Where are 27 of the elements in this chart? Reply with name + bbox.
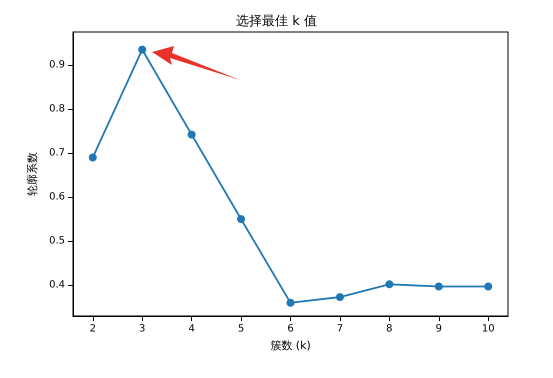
point <box>434 282 443 290</box>
x-tick-label: 7 <box>336 324 344 334</box>
point <box>88 153 97 162</box>
y-tick-label: 0.8 <box>49 104 65 115</box>
x-axis-title: 簇数 (k) <box>270 339 311 352</box>
point <box>336 293 344 302</box>
y-tick-label: 0.5 <box>49 236 65 247</box>
y-tick-label: 0.6 <box>49 192 65 203</box>
y-tick-label: 0.9 <box>49 60 65 71</box>
x-tick-label: 4 <box>188 324 195 334</box>
point <box>188 130 196 139</box>
chart-title: 选择最佳 k 值 <box>236 14 317 29</box>
point <box>237 215 246 224</box>
point <box>138 46 146 54</box>
x-tick-label: 3 <box>139 324 146 334</box>
x-tick-label: 9 <box>436 324 442 334</box>
x-tick-label: 2 <box>90 324 96 334</box>
x-tick-label: 10 <box>482 324 495 334</box>
y-tick-label: 0.4 <box>49 280 65 291</box>
x-tick-label: 6 <box>287 324 294 334</box>
x-tick-label: 5 <box>238 324 244 334</box>
point <box>484 282 492 290</box>
y-axis-title: 轮廓系数 <box>26 152 40 196</box>
x-tick-label: 8 <box>386 324 393 334</box>
y-tick-label: 0.7 <box>49 148 65 159</box>
point <box>286 298 294 307</box>
point <box>385 280 394 288</box>
